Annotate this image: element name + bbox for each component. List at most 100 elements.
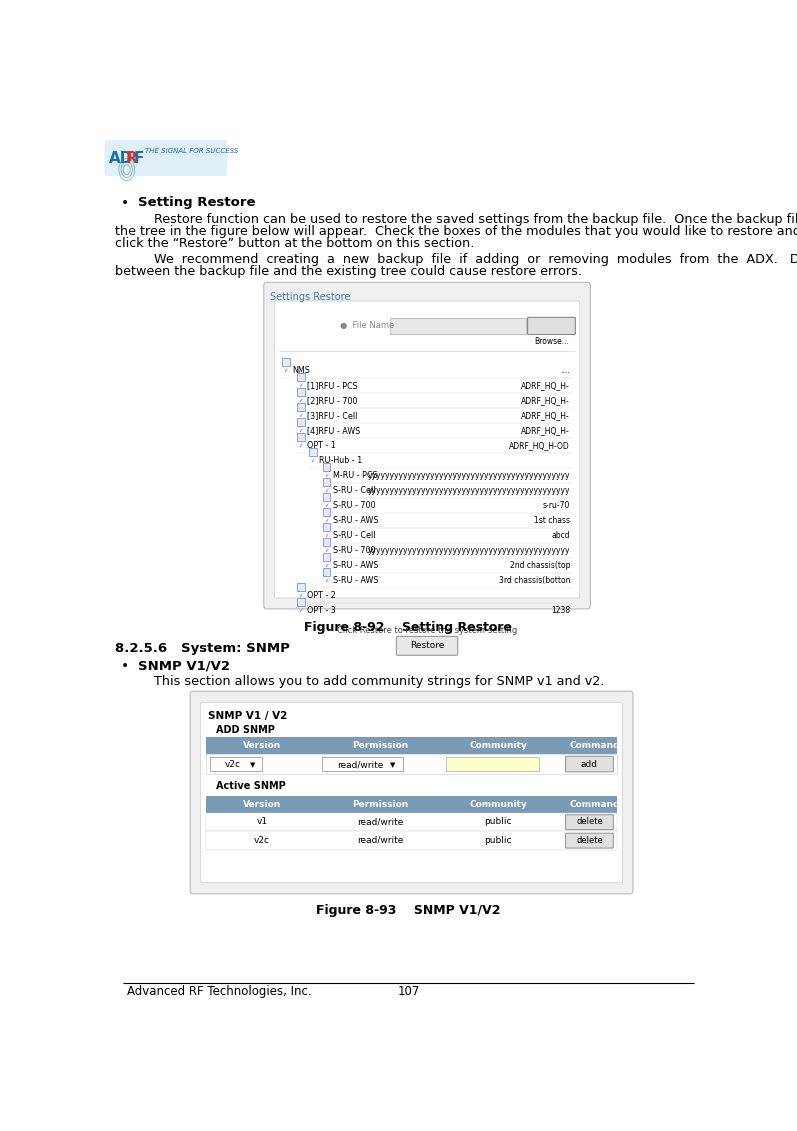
Bar	[323, 493, 331, 501]
Text: ✓: ✓	[299, 383, 304, 388]
Text: S-RU - AWS: S-RU - AWS	[332, 561, 379, 570]
Text: the tree in the figure below will appear.  Check the boxes of the modules that y: the tree in the figure below will appear…	[115, 225, 797, 238]
Bar	[323, 569, 331, 576]
FancyBboxPatch shape	[274, 301, 579, 598]
Text: v2c: v2c	[254, 836, 270, 845]
Text: 3rd chassis(botton: 3rd chassis(botton	[499, 576, 570, 585]
Text: Command: Command	[570, 741, 621, 750]
Bar	[297, 418, 304, 426]
Bar	[323, 538, 331, 546]
Text: We  recommend  creating  a  new  backup  file  if  adding  or  removing  modules: We recommend creating a new backup file …	[154, 252, 797, 266]
Text: S-RU - Cell: S-RU - Cell	[332, 486, 375, 495]
Text: Advanced RF Technologies, Inc.: Advanced RF Technologies, Inc.	[127, 985, 312, 999]
Bar	[323, 464, 331, 470]
Text: Community: Community	[469, 741, 528, 750]
Text: delete: delete	[576, 836, 603, 845]
Bar	[206, 812, 618, 831]
Bar	[446, 757, 539, 771]
Text: Active SNMP: Active SNMP	[216, 782, 285, 792]
Text: ADD SNMP: ADD SNMP	[216, 725, 275, 735]
Text: ✓: ✓	[283, 368, 288, 373]
Text: [4]RFU - AWS: [4]RFU - AWS	[307, 426, 360, 435]
Bar	[323, 478, 331, 486]
Text: read/write: read/write	[357, 818, 403, 827]
Text: F: F	[134, 152, 144, 166]
FancyBboxPatch shape	[528, 318, 575, 335]
FancyBboxPatch shape	[201, 702, 622, 883]
Text: [3]RFU - Cell: [3]RFU - Cell	[307, 411, 358, 420]
Text: Figure 8-93    SNMP V1/V2: Figure 8-93 SNMP V1/V2	[316, 904, 501, 917]
Text: S-RU - AWS: S-RU - AWS	[332, 516, 379, 525]
Text: Command: Command	[570, 800, 621, 809]
Text: delete: delete	[576, 818, 603, 827]
Text: Version: Version	[243, 800, 281, 809]
Text: SNMP V1/V2: SNMP V1/V2	[139, 659, 230, 672]
Text: Setting Restore: Setting Restore	[139, 196, 256, 209]
Text: OPT - 3: OPT - 3	[307, 606, 336, 615]
Text: M-RU - PCS: M-RU - PCS	[332, 470, 377, 480]
Text: 1st chass: 1st chass	[534, 516, 570, 525]
FancyBboxPatch shape	[190, 691, 633, 893]
Text: ADRF_HQ_H-: ADRF_HQ_H-	[521, 411, 570, 420]
Text: ....: ....	[560, 365, 570, 374]
Text: ✓: ✓	[324, 473, 329, 478]
Text: ✓: ✓	[324, 487, 329, 493]
Text: S-RU - 700: S-RU - 700	[332, 501, 375, 510]
Text: •: •	[121, 196, 130, 209]
Text: ADRF_HQ_H-: ADRF_HQ_H-	[521, 396, 570, 405]
Text: OPT - 2: OPT - 2	[307, 592, 336, 601]
Text: 2nd chassis(top: 2nd chassis(top	[509, 561, 570, 570]
Text: R: R	[126, 152, 138, 166]
Bar	[323, 524, 331, 532]
Bar	[323, 509, 331, 516]
Text: This section allows you to add community strings for SNMP v1 and v2.: This section allows you to add community…	[154, 675, 604, 688]
Text: Restore: Restore	[410, 641, 444, 650]
Text: Settings Restore: Settings Restore	[270, 292, 351, 302]
Text: ✓: ✓	[299, 398, 304, 403]
FancyBboxPatch shape	[396, 637, 457, 655]
Text: ✓: ✓	[324, 578, 329, 584]
Text: Browse...: Browse...	[534, 337, 569, 346]
Text: ADRF_HQ_H-: ADRF_HQ_H-	[521, 426, 570, 435]
Text: ✓: ✓	[311, 458, 316, 463]
Text: S-RU - 700: S-RU - 700	[332, 546, 375, 555]
Text: ✓: ✓	[299, 443, 304, 448]
Text: abcd: abcd	[552, 532, 570, 539]
Text: Permission: Permission	[352, 741, 408, 750]
Text: yyyyyyyyyyyyyyyyyyyyyyyyyyyyyyyyyyyyyyyyyyyyy: yyyyyyyyyyyyyyyyyyyyyyyyyyyyyyyyyyyyyyyy…	[367, 486, 570, 495]
Text: ✓: ✓	[299, 608, 304, 613]
Text: S-RU - Cell: S-RU - Cell	[332, 532, 375, 539]
Text: 107: 107	[397, 985, 420, 999]
Text: NMS: NMS	[292, 365, 310, 374]
Text: click the “Restore” button at the bottom on this section.: click the “Restore” button at the bottom…	[115, 238, 474, 250]
Text: •: •	[121, 659, 130, 673]
Text: Restore function can be used to restore the saved settings from the backup file.: Restore function can be used to restore …	[154, 213, 797, 226]
Text: OPT - 1: OPT - 1	[307, 441, 336, 450]
FancyBboxPatch shape	[104, 140, 227, 176]
Text: read/write: read/write	[357, 836, 403, 845]
Text: 8.2.5.6   System: SNMP: 8.2.5.6 System: SNMP	[115, 642, 290, 655]
Text: public: public	[485, 818, 512, 827]
FancyBboxPatch shape	[264, 283, 591, 608]
Text: ✓: ✓	[324, 549, 329, 553]
Text: AD: AD	[109, 152, 133, 166]
Bar	[282, 359, 289, 366]
Text: ▼: ▼	[250, 762, 255, 768]
Text: S-RU - AWS: S-RU - AWS	[332, 576, 379, 585]
Bar	[297, 388, 304, 396]
Text: ✓: ✓	[324, 533, 329, 538]
Text: ●  File Name: ● File Name	[340, 321, 395, 330]
Text: v2c: v2c	[226, 760, 241, 769]
Text: yyyyyyyyyyyyyyyyyyyyyyyyyyyyyyyyyyyyyyyyyyyyy: yyyyyyyyyyyyyyyyyyyyyyyyyyyyyyyyyyyyyyyy…	[367, 470, 570, 480]
Text: 1238: 1238	[551, 606, 570, 615]
Bar	[206, 795, 618, 812]
Text: public: public	[485, 836, 512, 845]
Text: yyyyyyyyyyyyyyyyyyyyyyyyyyyyyyyyyyyyyyyyyyyyy: yyyyyyyyyyyyyyyyyyyyyyyyyyyyyyyyyyyyyyyy…	[367, 546, 570, 555]
Bar	[210, 757, 262, 771]
FancyBboxPatch shape	[566, 757, 614, 771]
Bar	[322, 757, 403, 771]
Bar	[297, 433, 304, 441]
Text: Community: Community	[469, 800, 528, 809]
Text: ✓: ✓	[324, 563, 329, 568]
Text: ✓: ✓	[299, 593, 304, 598]
